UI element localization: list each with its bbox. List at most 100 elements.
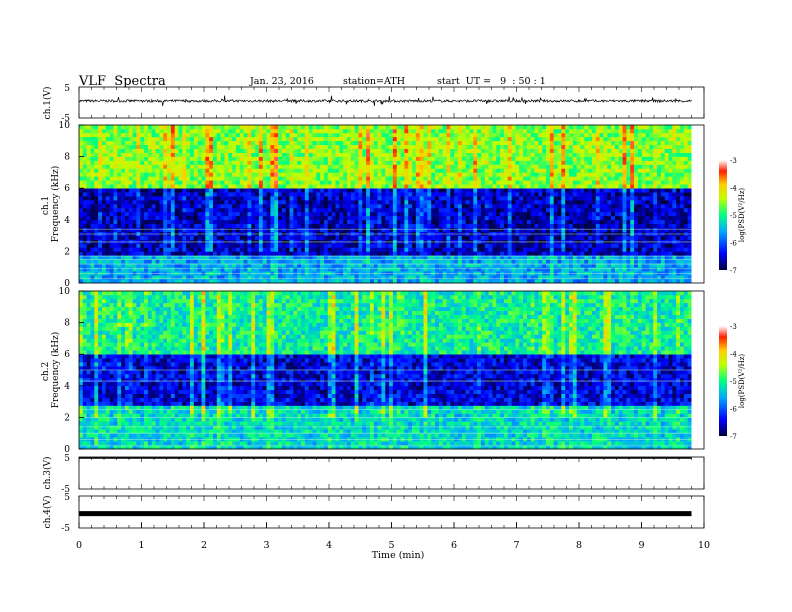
- ch1-spectrogram-cell: [159, 251, 164, 256]
- ch1-spectrogram-cell: [469, 168, 474, 173]
- ch1-spectrogram-cell: [262, 164, 267, 169]
- ch1-spectrogram-cell: [396, 125, 401, 130]
- ch1-spectrogram-cell: [94, 200, 99, 205]
- ch1-spectrogram-cell: [438, 211, 443, 217]
- ch1-spectrogram-cell: [538, 125, 543, 130]
- ch1-spectrogram-cell: [316, 136, 321, 142]
- ch1-spectrogram-cell: [128, 125, 133, 130]
- ch1-spectrogram-cell: [266, 263, 271, 268]
- ch1-spectrogram-cell: [170, 219, 176, 225]
- ch1-spectrogram-cell: [308, 259, 313, 264]
- ch1-spectrogram-cell: [193, 204, 198, 209]
- ch1-spectrogram-cell: [515, 192, 520, 197]
- ch1-spectrogram-cell: [412, 125, 417, 130]
- ch1-spectrogram-cell: [193, 219, 198, 225]
- ch1-spectrogram-cell: [492, 227, 497, 232]
- ch1-spectrogram-cell: [258, 263, 264, 268]
- ch1-spectrogram-cell: [281, 172, 287, 177]
- ch1-spectrogram-cell: [331, 215, 336, 221]
- ch1-spectrogram-cell: [86, 176, 91, 181]
- ch1-spectrogram-cell: [354, 279, 359, 284]
- ch1-spectrogram-cell: [209, 164, 214, 169]
- ch1-spectrogram-cell: [366, 207, 371, 213]
- ch1-spectrogram-cell: [86, 247, 91, 252]
- ch1-spectrogram-cell: [343, 168, 348, 173]
- ch1-spectrogram-cell: [147, 192, 153, 197]
- ch1-spectrogram-cell: [105, 132, 110, 138]
- ch1-spectrogram-cell: [496, 227, 501, 232]
- ch1-spectrogram-cell: [327, 168, 332, 173]
- ch1-spectrogram-cell: [400, 251, 405, 256]
- ch1-spectrogram-cell: [419, 259, 424, 264]
- ch1-spectrogram-cell: [538, 132, 543, 138]
- ch1-spectrogram-cell: [232, 247, 237, 252]
- ch1-spectrogram-cell: [446, 148, 451, 153]
- ch1-spectrogram-cell: [304, 211, 309, 217]
- ch1-spectrogram-cell: [121, 259, 126, 264]
- ch1-spectrogram-cell: [239, 144, 244, 149]
- ch1-spectrogram-cell: [155, 196, 160, 201]
- ch1-spectrogram-cell: [469, 235, 474, 240]
- ch1-spectrogram-cell: [538, 235, 543, 240]
- ch1-spectrogram-cell: [151, 267, 156, 272]
- ch1-spectrogram-cell: [308, 247, 313, 252]
- ch1-spectrogram-cell: [362, 176, 367, 181]
- ch1-spectrogram-cell: [312, 164, 317, 169]
- ch1-spectrogram-cell: [320, 243, 325, 248]
- ch1-spectrogram-cell: [381, 176, 386, 181]
- ch1-spectrogram-cell: [124, 160, 130, 165]
- ch1-spectrogram-cell: [86, 148, 91, 153]
- ch1-spectrogram-cell: [297, 259, 302, 264]
- ch1-spectrogram-cell: [251, 267, 256, 272]
- ch1-spectrogram-cell: [473, 227, 478, 232]
- ch1-spectrogram-cell: [381, 192, 386, 197]
- ch1-spectrogram-cell: [320, 132, 325, 138]
- ch1-spectrogram-cell: [94, 188, 99, 193]
- ch1-spectrogram-cell: [511, 184, 516, 189]
- ch1-spectrogram-cell: [335, 128, 340, 134]
- ch1-spectrogram-cell: [507, 211, 512, 217]
- ch1-spectrogram-cell: [101, 152, 107, 157]
- ch1-spectrogram-cell: [174, 152, 179, 157]
- ch1-spectrogram-cell: [132, 176, 137, 181]
- ch1-spectrogram-cell: [480, 140, 486, 146]
- ch1-spectrogram-cell: [366, 168, 371, 173]
- ch1-spectrogram-cell: [220, 180, 225, 185]
- ch1-spectrogram-cell: [132, 196, 137, 201]
- ch1-spectrogram-cell: [163, 223, 168, 228]
- ch1-spectrogram-cell: [224, 247, 229, 252]
- ch1-spectrogram-cell: [530, 192, 535, 197]
- ch1-spectrogram-cell: [182, 263, 187, 268]
- ch1-spectrogram-cell: [105, 207, 110, 213]
- ch1-spectrogram-cell: [124, 267, 130, 272]
- ch1-spectrogram-cell: [346, 267, 352, 272]
- ch1-spectrogram-cell: [438, 125, 443, 130]
- ch1-spectrogram-cell: [247, 172, 252, 177]
- ch1-spectrogram-cell: [350, 156, 355, 161]
- ch1-spectrogram-cell: [94, 152, 99, 157]
- ch1-spectrogram-cell: [457, 184, 463, 189]
- ch1-spectrogram-cell: [385, 184, 390, 189]
- ch1-spectrogram-cell: [523, 128, 528, 134]
- ch1-spectrogram-cell: [519, 215, 524, 221]
- ch1-spectrogram-cell: [488, 263, 493, 268]
- ch1-spectrogram-cell: [212, 164, 218, 169]
- ch1-spectrogram-cell: [98, 125, 103, 130]
- ch1-spectrogram-cell: [385, 263, 390, 268]
- ch1-spectrogram-cell: [301, 176, 306, 181]
- ch1-spectrogram-cell: [163, 204, 168, 209]
- ch1-spectrogram-cell: [519, 184, 524, 189]
- ch1-spectrogram-cell: [285, 172, 290, 177]
- ch1-spectrogram-cell: [86, 132, 91, 138]
- ch1-spectrogram-cell: [442, 156, 447, 161]
- ch1-spectrogram-cell: [124, 279, 130, 284]
- ch1-spectrogram-cell: [526, 279, 532, 284]
- ch1-spectrogram-cell: [385, 227, 390, 232]
- ch1-spectrogram-cell: [324, 243, 329, 248]
- ch1-spectrogram-cell: [488, 176, 493, 181]
- ch1-spectrogram-cell: [473, 192, 478, 197]
- ch1-spectrogram-cell: [419, 192, 424, 197]
- ch1-spectrogram-cell: [419, 140, 424, 146]
- ch1-spectrogram-cell: [523, 160, 528, 165]
- ch1-spectrogram-cell: [297, 180, 302, 185]
